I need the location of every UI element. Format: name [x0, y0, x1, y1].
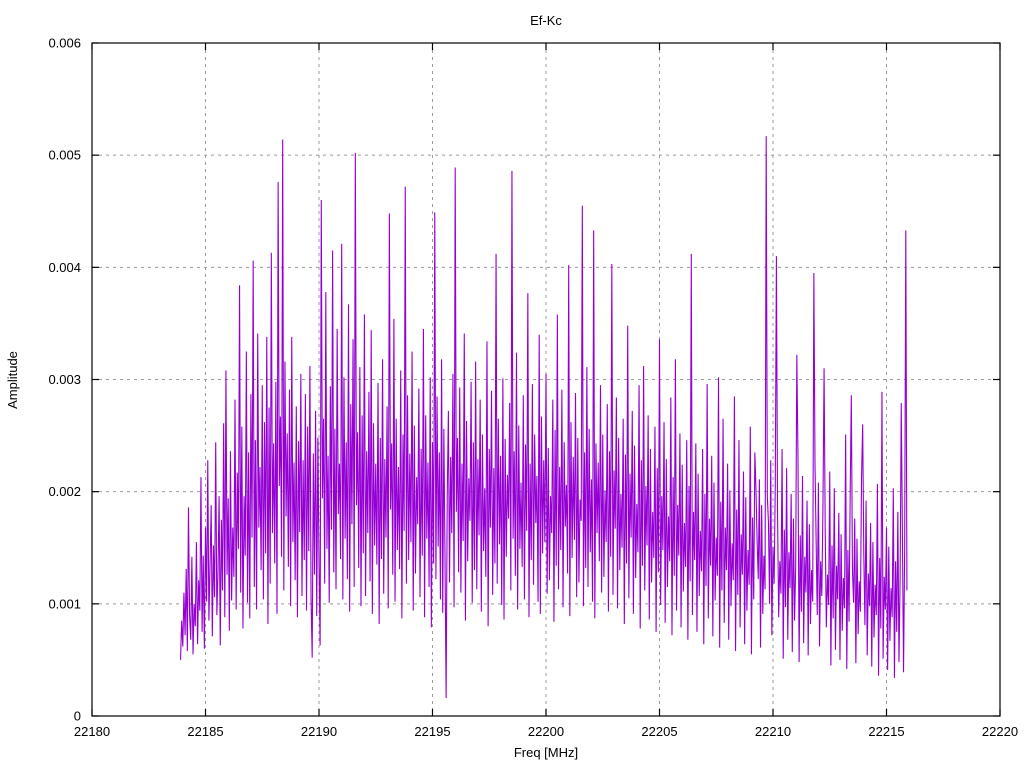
x-tick-label: 22200	[528, 724, 564, 739]
y-tick-label: 0.006	[48, 36, 81, 51]
spectrum-data-series	[179, 136, 908, 699]
y-tick-labels: 0 0.001 0.002 0.003 0.004 0.005 0.006	[48, 36, 81, 724]
x-tick-label: 22185	[187, 724, 223, 739]
y-tick-label: 0.004	[48, 260, 81, 275]
y-tick-label: 0.003	[48, 372, 81, 387]
x-tick-label: 22180	[74, 724, 110, 739]
chart-title: Ef-Kc	[530, 13, 562, 28]
y-tick-label: 0.001	[48, 596, 81, 611]
x-tick-label: 22220	[982, 724, 1018, 739]
y-axis-label: Amplitude	[5, 351, 20, 409]
x-tick-label: 22195	[414, 724, 450, 739]
y-tick-label: 0.005	[48, 148, 81, 163]
x-tick-label: 22205	[641, 724, 677, 739]
x-tick-labels: 22180 22185 22190 22195 22200 22205 22210 22215…	[74, 724, 1018, 739]
x-tick-label: 22215	[868, 724, 904, 739]
y-tick-label: 0	[74, 709, 81, 724]
plot-border	[91, 42, 1001, 717]
x-tick-label: 22210	[755, 724, 791, 739]
x-tick-label: 22190	[301, 724, 337, 739]
x-axis-label: Freq [MHz]	[514, 745, 578, 760]
y-tick-label: 0.002	[48, 484, 81, 499]
